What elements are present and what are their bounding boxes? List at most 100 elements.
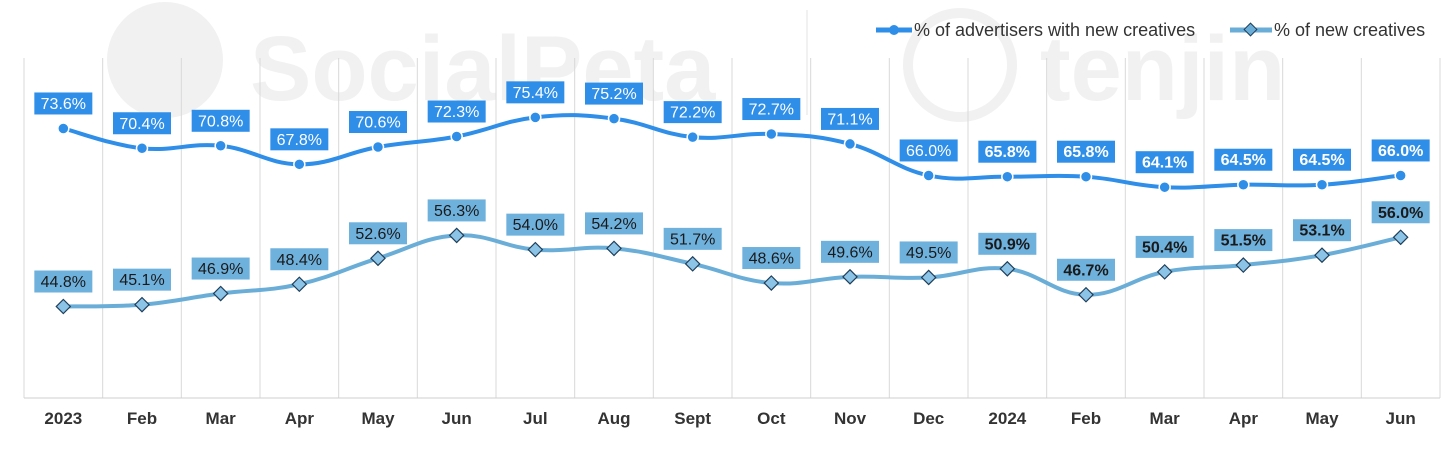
data-label: 72.2%	[663, 101, 722, 124]
legend-circle-marker-icon	[889, 25, 899, 35]
data-label: 52.6%	[349, 222, 407, 245]
tenjin-logo-icon	[903, 8, 1017, 122]
x-tick-label: 2024	[988, 409, 1026, 428]
data-label: 71.1%	[821, 107, 879, 130]
data-label-text: 49.5%	[906, 245, 951, 262]
data-label-bg	[742, 98, 801, 121]
data-label-text: 50.4%	[1142, 239, 1187, 256]
data-label-text: 65.8%	[1063, 144, 1108, 161]
data-label-bg	[349, 222, 407, 245]
data-label-text: 72.7%	[749, 102, 794, 119]
data-label: 48.6%	[742, 247, 801, 270]
data-label-bg	[585, 212, 643, 235]
data-point	[763, 275, 780, 291]
data-label-bg	[821, 107, 879, 130]
data-point	[1315, 178, 1329, 191]
data-label-bg	[34, 92, 93, 115]
data-label-bg	[663, 101, 722, 124]
data-label-text: 64.5%	[1299, 152, 1344, 169]
data-point	[1392, 229, 1409, 246]
data-label: 66.0%	[899, 139, 958, 162]
legend-diamond-marker-icon	[1243, 22, 1258, 37]
data-label: 70.6%	[349, 111, 407, 134]
x-tick-label: May	[361, 409, 395, 428]
data-point	[55, 298, 72, 315]
data-label-bg	[978, 140, 1037, 163]
data-label-text: 70.4%	[119, 116, 164, 133]
data-label-bg	[663, 227, 722, 250]
data-point	[1078, 286, 1094, 303]
watermark-divider	[806, 10, 808, 115]
data-label: 50.4%	[1135, 235, 1194, 258]
data-label-text: 73.6%	[41, 96, 86, 113]
data-label: 45.1%	[113, 268, 171, 291]
data-label-bg	[191, 109, 250, 132]
data-label-text: 48.6%	[749, 251, 794, 268]
data-label: 64.1%	[1135, 151, 1194, 174]
data-label-bg	[1135, 235, 1194, 258]
data-label-bg	[1293, 219, 1351, 242]
data-point	[57, 122, 70, 135]
x-tick-label: Aug	[597, 409, 630, 428]
data-point	[765, 127, 778, 141]
data-label-text: 54.0%	[513, 217, 558, 234]
data-point	[843, 137, 857, 151]
x-tick-label: Feb	[1071, 409, 1101, 428]
data-label-text: 51.5%	[1221, 233, 1266, 250]
data-point	[1235, 257, 1252, 274]
data-point	[607, 112, 621, 125]
legend-item-series-1: % of advertisers with new creatives	[876, 20, 1195, 40]
data-label-text: 53.1%	[1299, 223, 1344, 240]
data-label-text: 67.8%	[277, 132, 322, 149]
data-point	[1156, 263, 1173, 280]
data-label-text: 46.7%	[1063, 262, 1108, 279]
data-label-text: 72.3%	[434, 104, 479, 121]
data-label: 54.0%	[506, 213, 565, 236]
data-point	[1001, 170, 1014, 183]
x-tick-label: Apr	[285, 409, 315, 428]
data-label: 73.6%	[34, 92, 93, 115]
x-tick-label: Oct	[757, 409, 786, 428]
data-label: 65.8%	[978, 140, 1037, 163]
data-label-text: 75.4%	[513, 85, 558, 102]
data-label: 53.1%	[1293, 219, 1351, 242]
data-point	[370, 250, 386, 267]
data-label-text: 56.3%	[434, 203, 479, 220]
data-label-text: 64.5%	[1221, 152, 1266, 169]
data-label-bg	[1371, 201, 1430, 224]
x-tick-label: Apr	[1229, 409, 1259, 428]
data-label: 56.3%	[427, 199, 486, 222]
data-point	[291, 276, 308, 293]
data-label-text: 66.0%	[906, 143, 951, 160]
data-label-bg	[1293, 148, 1351, 171]
data-label: 67.8%	[270, 128, 329, 151]
data-label-text: 72.2%	[670, 105, 715, 122]
data-label: 51.7%	[663, 227, 722, 250]
data-point	[1237, 178, 1250, 191]
data-point	[920, 269, 937, 286]
data-label-text: 70.6%	[355, 115, 400, 132]
data-label-bg	[1371, 139, 1430, 162]
data-label: 48.4%	[270, 248, 329, 271]
x-tick-label: Sept	[674, 409, 711, 428]
data-point	[606, 240, 622, 257]
grid	[23, 58, 1441, 398]
data-label-bg	[1057, 140, 1115, 163]
data-label: 51.5%	[1214, 229, 1273, 252]
data-point	[686, 130, 699, 144]
data-label-text: 70.8%	[198, 113, 243, 130]
data-label-bg	[506, 81, 565, 104]
data-label-bg	[1135, 151, 1194, 174]
data-label: 66.0%	[1371, 139, 1430, 162]
data-label: 65.8%	[1057, 140, 1115, 163]
x-tick-label: Jun	[1386, 409, 1416, 428]
data-label-text: 48.4%	[277, 252, 322, 269]
data-point	[214, 139, 227, 153]
data-label-bg	[34, 270, 93, 293]
data-point	[135, 142, 149, 155]
data-label-text: 66.0%	[1378, 143, 1423, 160]
data-label-text: 71.1%	[827, 111, 872, 128]
data-point	[212, 285, 229, 302]
data-label-text: 51.7%	[670, 231, 715, 248]
